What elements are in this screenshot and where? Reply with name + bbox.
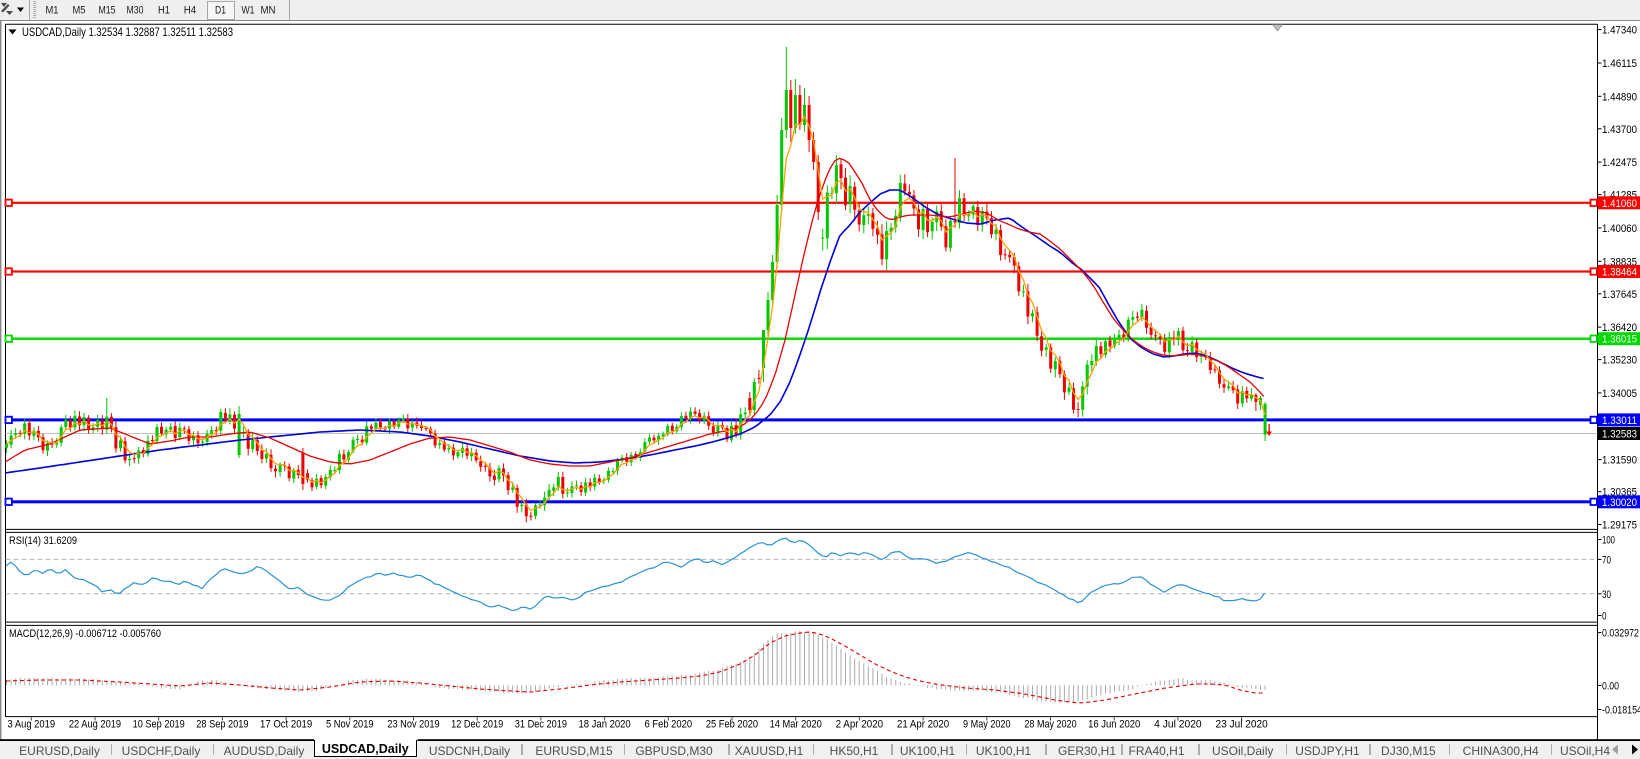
svg-text:31 Dec 2019: 31 Dec 2019 xyxy=(515,719,567,731)
svg-text:1.31590: 1.31590 xyxy=(1602,455,1637,467)
svg-text:W1: W1 xyxy=(242,5,255,17)
svg-text:4 Jul 2020: 4 Jul 2020 xyxy=(1154,719,1202,731)
svg-text:RSI(14) 31.6209: RSI(14) 31.6209 xyxy=(9,535,77,547)
svg-text:21 Apr 2020: 21 Apr 2020 xyxy=(897,719,949,731)
svg-text:1.36015: 1.36015 xyxy=(1602,334,1637,346)
svg-text:1.30020: 1.30020 xyxy=(1602,497,1637,509)
svg-text:9 May 2020: 9 May 2020 xyxy=(963,719,1011,731)
svg-text:22 Aug 2019: 22 Aug 2019 xyxy=(69,719,121,731)
svg-text:10 Sep 2019: 10 Sep 2019 xyxy=(133,719,185,731)
svg-text:1.36420: 1.36420 xyxy=(1602,322,1637,334)
svg-text:1.35230: 1.35230 xyxy=(1602,355,1637,367)
svg-text:28 May 2020: 28 May 2020 xyxy=(1024,719,1076,731)
svg-text:16 Jun 2020: 16 Jun 2020 xyxy=(1088,719,1140,731)
svg-text:-0.018154: -0.018154 xyxy=(1602,705,1640,717)
svg-text:1.29175: 1.29175 xyxy=(1602,520,1637,532)
svg-text:14 Mar 2020: 14 Mar 2020 xyxy=(770,719,822,731)
svg-text:100: 100 xyxy=(1602,535,1615,547)
svg-text:USDCAD,Daily 1.32534 1.32887: USDCAD,Daily 1.32534 1.32887 1.32511 1.3… xyxy=(22,25,233,39)
svg-text:H1: H1 xyxy=(158,5,170,17)
svg-text:M30: M30 xyxy=(127,5,144,17)
svg-text:0.00: 0.00 xyxy=(1602,680,1619,692)
svg-text:23 Nov 2019: 23 Nov 2019 xyxy=(387,719,439,731)
svg-text:D1: D1 xyxy=(215,5,226,17)
svg-text:1.42475: 1.42475 xyxy=(1602,157,1637,169)
svg-text:1.46115: 1.46115 xyxy=(1602,58,1637,70)
svg-text:1.40060: 1.40060 xyxy=(1602,223,1637,235)
svg-text:H4: H4 xyxy=(184,5,197,17)
svg-text:6 Feb 2020: 6 Feb 2020 xyxy=(645,719,693,731)
svg-text:1.44890: 1.44890 xyxy=(1602,91,1637,103)
svg-text:5 Nov 2019: 5 Nov 2019 xyxy=(326,719,374,731)
svg-text:0.032972: 0.032972 xyxy=(1602,628,1639,640)
svg-text:70: 70 xyxy=(1602,554,1611,566)
svg-text:23 Jul 2020: 23 Jul 2020 xyxy=(1216,719,1268,731)
svg-text:1.47340: 1.47340 xyxy=(1602,25,1637,37)
svg-text:12 Dec 2019: 12 Dec 2019 xyxy=(451,719,503,731)
svg-text:1.33011: 1.33011 xyxy=(1602,415,1637,427)
svg-text:M1: M1 xyxy=(46,5,59,17)
svg-text:3 Aug 2019: 3 Aug 2019 xyxy=(8,719,56,731)
svg-text:2 Apr 2020: 2 Apr 2020 xyxy=(836,719,884,731)
svg-text:1.41060: 1.41060 xyxy=(1602,198,1637,210)
svg-text:MN: MN xyxy=(261,5,276,17)
svg-text:1.43700: 1.43700 xyxy=(1602,124,1637,136)
svg-text:M5: M5 xyxy=(73,5,86,17)
svg-text:28 Sep 2019: 28 Sep 2019 xyxy=(196,719,248,731)
svg-text:0: 0 xyxy=(1602,611,1607,623)
svg-text:17 Oct 2019: 17 Oct 2019 xyxy=(260,719,312,731)
svg-text:1.38464: 1.38464 xyxy=(1602,267,1637,279)
svg-text:25 Feb 2020: 25 Feb 2020 xyxy=(706,719,758,731)
svg-text:30: 30 xyxy=(1602,589,1611,601)
svg-text:18 Jan 2020: 18 Jan 2020 xyxy=(579,719,631,731)
svg-text:MACD(12,26,9) -0.006712 -0.005: MACD(12,26,9) -0.006712 -0.005760 xyxy=(9,628,161,640)
svg-text:1.34005: 1.34005 xyxy=(1602,388,1637,400)
svg-text:M15: M15 xyxy=(99,5,116,17)
svg-text:1.37645: 1.37645 xyxy=(1602,289,1637,301)
svg-text:1.32583: 1.32583 xyxy=(1602,429,1637,441)
